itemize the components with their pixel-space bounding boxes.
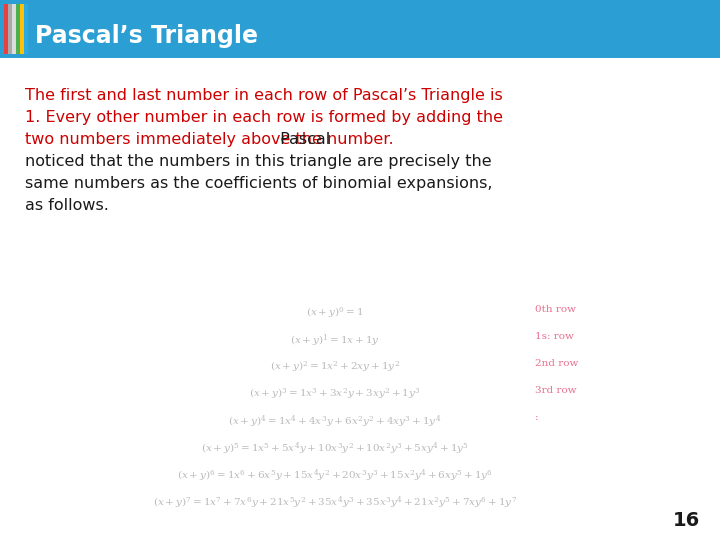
FancyBboxPatch shape <box>20 4 24 54</box>
Text: $(x + y)^4 = 1x^4 + 4x^3y + 6x^2y^2 + 4xy^3 + 1y^4$: $(x + y)^4 = 1x^4 + 4x^3y + 6x^2y^2 + 4x… <box>228 413 442 430</box>
Text: The first and last number in each row of Pascal’s Triangle is: The first and last number in each row of… <box>25 88 503 103</box>
Text: Pascal: Pascal <box>275 132 330 147</box>
Text: noticed that the numbers in this triangle are precisely the: noticed that the numbers in this triangl… <box>25 154 492 169</box>
Text: $(x + y)^3 = 1x^3 + 3x^2y + 3xy^2 + 1y^3$: $(x + y)^3 = 1x^3 + 3x^2y + 3xy^2 + 1y^3… <box>249 386 421 401</box>
Text: $(x + y)^2 = 1x^2 + 2xy + 1y^2$: $(x + y)^2 = 1x^2 + 2xy + 1y^2$ <box>270 359 400 374</box>
Text: 1. Every other number in each row is formed by adding the: 1. Every other number in each row is for… <box>25 110 503 125</box>
FancyBboxPatch shape <box>16 4 19 54</box>
FancyBboxPatch shape <box>8 4 12 54</box>
Text: 1s: row: 1s: row <box>535 332 574 341</box>
FancyBboxPatch shape <box>24 4 27 54</box>
Text: $(x + y)^0 = 1$: $(x + y)^0 = 1$ <box>307 305 364 320</box>
FancyBboxPatch shape <box>12 4 16 54</box>
Text: two numbers immediately above the number.: two numbers immediately above the number… <box>25 132 394 147</box>
Text: 3rd row: 3rd row <box>535 386 577 395</box>
Text: 16: 16 <box>672 511 700 530</box>
Text: $(x + y)^6 = 1x^6 + 6x^5y + 15x^4y^2 + 20x^3y^3 + 15x^2y^4 + 6xy^5 + 1y^6$: $(x + y)^6 = 1x^6 + 6x^5y + 15x^4y^2 + 2… <box>177 467 493 484</box>
FancyBboxPatch shape <box>4 4 7 54</box>
Text: $(x + y)^7 = 1x^7 + 7x^6y + 21x^5y^2 + 35x^4y^3 + 35x^3y^4 + 21x^2y^5 + 7xy^6 + : $(x + y)^7 = 1x^7 + 7x^6y + 21x^5y^2 + 3… <box>153 494 517 511</box>
Text: 2nd row: 2nd row <box>535 359 578 368</box>
FancyBboxPatch shape <box>0 0 720 58</box>
Text: same numbers as the coefficients of binomial expansions,: same numbers as the coefficients of bino… <box>25 176 492 191</box>
Text: Pascal’s Triangle: Pascal’s Triangle <box>35 24 258 48</box>
Text: as follows.: as follows. <box>25 198 109 213</box>
Text: $(x + y)^5 = 1x^5 + 5x^4y + 10x^3y^2 + 10x^2y^3 + 5xy^4 + 1y^5$: $(x + y)^5 = 1x^5 + 5x^4y + 10x^3y^2 + 1… <box>201 440 469 457</box>
Text: :: : <box>535 413 539 422</box>
Text: $(x + y)^1 = 1x + 1y$: $(x + y)^1 = 1x + 1y$ <box>290 332 380 349</box>
Text: 0th row: 0th row <box>535 305 576 314</box>
